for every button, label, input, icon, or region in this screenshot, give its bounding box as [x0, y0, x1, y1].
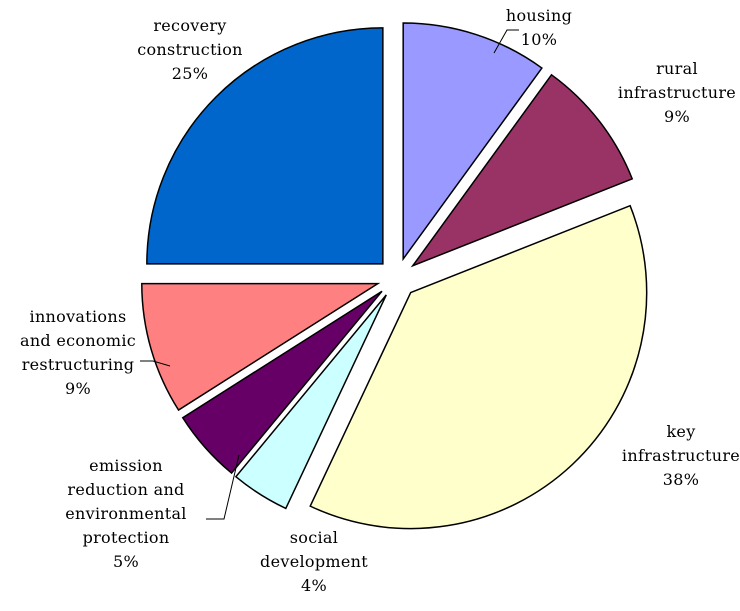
- pie-slice-emission-reduction-and-environmental-protection: [181, 290, 383, 475]
- pie-slice-recovery-construction: [146, 27, 384, 265]
- slice-label-line: 10%: [521, 30, 557, 49]
- slice-label-line: infrastructure: [618, 83, 736, 102]
- slice-label-recovery-construction: recovery construction 25%: [137, 16, 243, 83]
- leader-lines: [140, 29, 519, 520]
- slice-label-line: reduction and: [67, 480, 184, 499]
- pie-slice-innovations-and-economic-restructuring: [141, 282, 381, 412]
- slice-label-line: 9%: [664, 107, 690, 126]
- pie-slice-rural-infrastructure: [410, 73, 634, 268]
- leader-line-emission: [206, 454, 240, 520]
- pie-slice-housing: [402, 22, 543, 262]
- slice-label-line: innovations: [30, 307, 127, 326]
- slice-label-housing: housing 10%: [506, 6, 572, 49]
- slice-label-line: infrastructure: [622, 446, 740, 465]
- slice-label-line: and economic: [20, 331, 136, 350]
- slice-label-line: 25%: [172, 64, 208, 83]
- pie-slice-key-infrastructure: [309, 204, 648, 530]
- slice-label-emission-reduction-and-environmental-protection: emission reduction and environmental protec…: [65, 456, 186, 571]
- pie-slice-social-development: [234, 294, 387, 510]
- labels-layer: housing 10% rural infrastructure 9% key infras…: [20, 6, 740, 595]
- slice-label-line: rural: [656, 59, 698, 78]
- slice-label-line: 5%: [113, 552, 139, 571]
- slice-label-innovations-and-economic-restructuring: innovations and economic restructuring 9%: [20, 307, 136, 398]
- slice-label-social-development: social development 4%: [260, 528, 368, 595]
- slice-label-line: housing: [506, 6, 572, 25]
- slice-label-rural-infrastructure: rural infrastructure 9%: [618, 59, 736, 126]
- leader-line-housing: [493, 29, 519, 54]
- slice-label-line: 38%: [663, 470, 699, 489]
- slice-label-line: emission: [89, 456, 163, 475]
- slice-label-line: social: [290, 528, 338, 547]
- slice-label-line: construction: [137, 40, 243, 59]
- slice-label-line: environmental: [65, 504, 186, 523]
- slice-label-line: key: [666, 422, 695, 441]
- slice-label-line: development: [260, 552, 368, 571]
- slice-label-line: protection: [83, 528, 170, 547]
- slice-label-line: recovery: [153, 16, 226, 35]
- leader-line-innovations: [140, 360, 171, 367]
- slice-label-key-infrastructure: key infrastructure 38%: [622, 422, 740, 489]
- slice-label-line: 4%: [301, 576, 327, 595]
- slice-label-line: restructuring: [22, 355, 135, 374]
- slices-layer: [141, 22, 648, 530]
- slice-label-line: 9%: [65, 379, 91, 398]
